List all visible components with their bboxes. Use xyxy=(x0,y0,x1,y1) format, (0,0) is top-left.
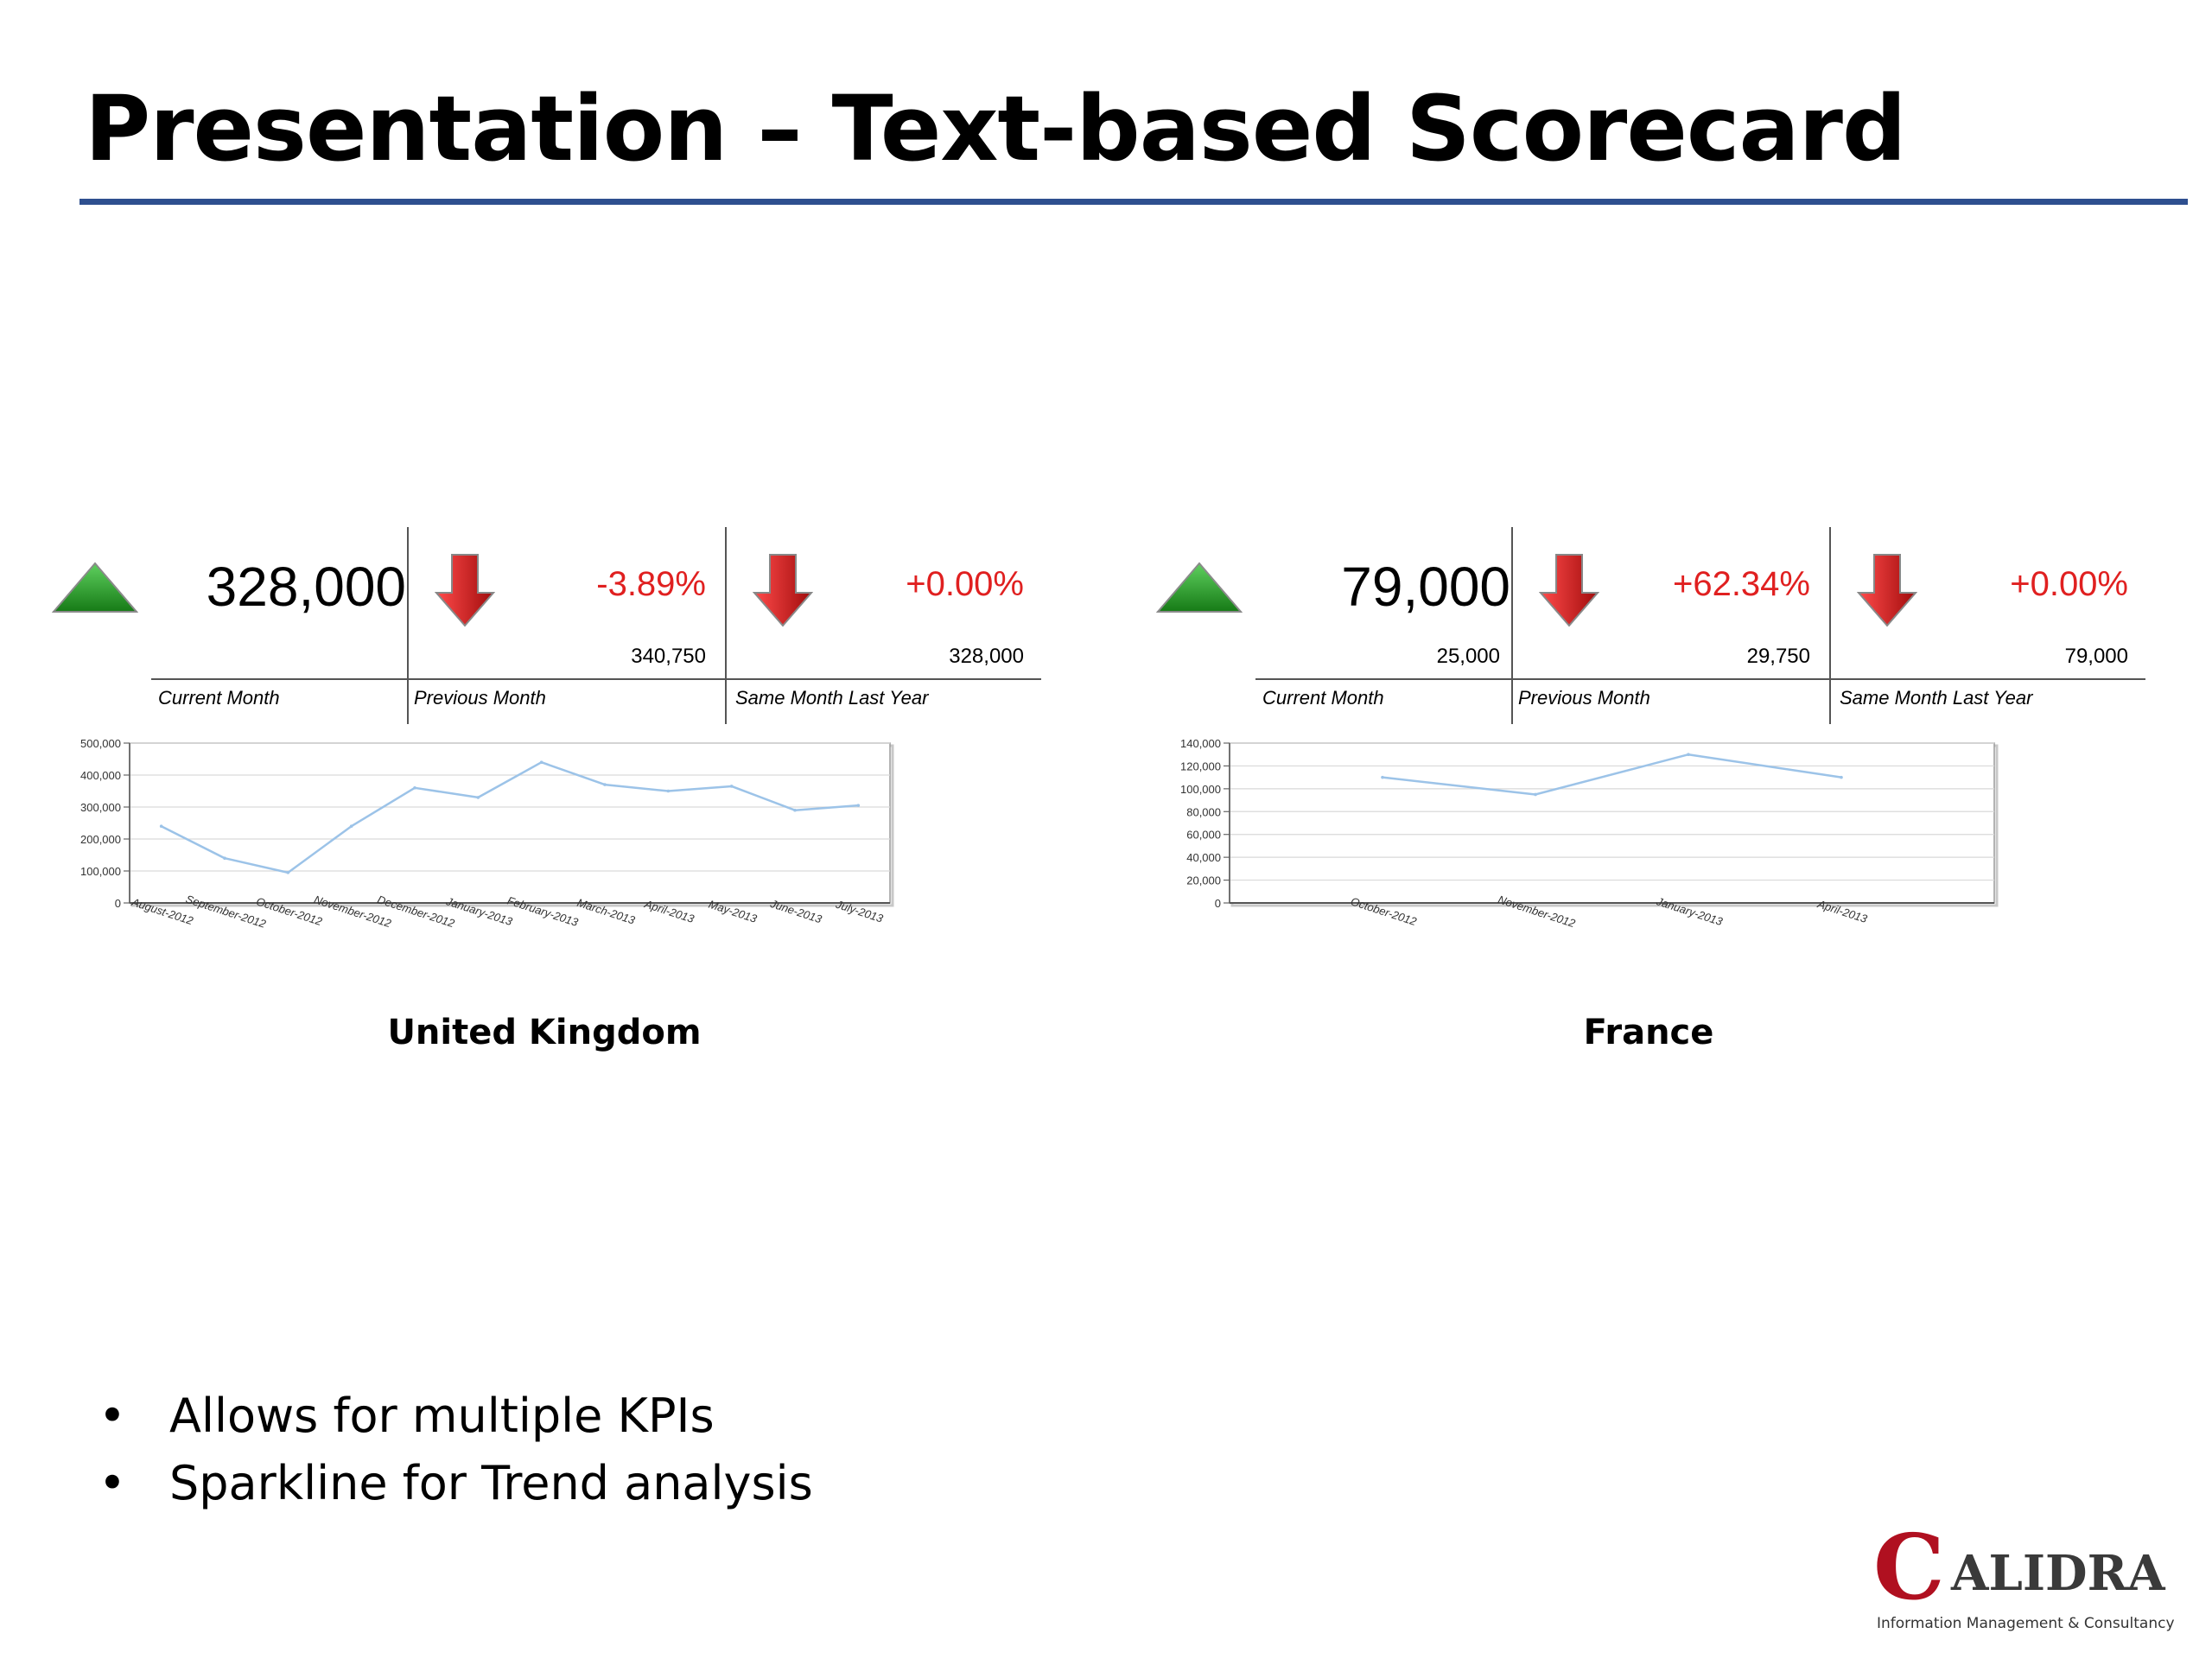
slide-title: Presentation – Text-based Scorecard xyxy=(85,76,1906,181)
y-tick-label: 140,000 xyxy=(1180,737,1221,750)
data-point xyxy=(223,856,226,860)
y-tick-label: 40,000 xyxy=(1186,851,1221,864)
data-point xyxy=(159,824,163,828)
data-point xyxy=(286,871,290,874)
y-tick-label: 20,000 xyxy=(1186,874,1221,887)
bullet-item: • Sparkline for Trend analysis xyxy=(95,1450,813,1517)
down-arrow-icon xyxy=(753,554,813,627)
plot-area xyxy=(1229,742,1995,904)
last-year-percent: +0.00% xyxy=(906,565,1024,603)
y-tick-label: 200,000 xyxy=(80,833,121,846)
calidra-logo: C ALIDRA Information Management & Consul… xyxy=(1873,1519,2175,1632)
bullet-marker: • xyxy=(99,1389,126,1443)
last-year-label: Same Month Last Year xyxy=(735,687,929,709)
bullet-item: • Allows for multiple KPIs xyxy=(95,1382,813,1450)
previous-month-percent: +62.34% xyxy=(1672,565,1810,603)
bullet-text: Sparkline for Trend analysis xyxy=(169,1456,813,1510)
data-point xyxy=(413,786,416,790)
previous-month-percent: -3.89% xyxy=(596,565,706,603)
y-tick-label: 0 xyxy=(115,897,121,910)
logo-wordmark: ALIDRA xyxy=(1950,1545,2166,1602)
y-tick-label: 0 xyxy=(1215,897,1221,910)
bullet-text: Allows for multiple KPIs xyxy=(169,1389,715,1443)
scorecard-france: 79,000 25,000 Current Month +62.34% 29,7… xyxy=(1147,527,2210,1080)
y-tick-label: 60,000 xyxy=(1186,829,1221,842)
down-arrow-icon xyxy=(1857,554,1917,627)
current-month-label: Current Month xyxy=(1262,687,1384,709)
scorecard-united-kingdom: 328,000 Current Month -3.89% 340,750 Pre… xyxy=(43,527,1106,1080)
chart-title: France xyxy=(1583,1013,1714,1052)
previous-month-value: 340,750 xyxy=(631,645,706,668)
plot-area xyxy=(129,742,891,904)
data-point xyxy=(1534,792,1537,797)
previous-month-label: Previous Month xyxy=(1518,687,1650,709)
y-tick-label: 500,000 xyxy=(80,737,121,750)
data-point xyxy=(476,796,480,799)
data-point xyxy=(1687,753,1690,757)
bullet-list: • Allows for multiple KPIs • Sparkline f… xyxy=(95,1382,813,1517)
down-arrow-icon xyxy=(1539,554,1599,627)
y-tick-label: 400,000 xyxy=(80,769,121,782)
same-month-last-year-cell: +0.00% 328,000 Same Month Last Year xyxy=(725,527,1043,724)
y-tick-label: 300,000 xyxy=(80,801,121,814)
current-month-cell: 328,000 Current Month xyxy=(151,527,406,724)
kpi-divider xyxy=(151,678,1041,680)
data-point xyxy=(793,808,797,812)
current-month-value: 79,000 xyxy=(1341,556,1510,618)
data-point xyxy=(539,760,543,764)
bullet-marker: • xyxy=(99,1456,126,1510)
data-point xyxy=(729,785,734,788)
previous-month-value: 29,750 xyxy=(1746,645,1810,668)
kpi-row: 328,000 Current Month -3.89% 340,750 Pre… xyxy=(43,527,1106,726)
data-point xyxy=(666,789,671,793)
y-tick-label: 80,000 xyxy=(1186,805,1221,818)
current-month-sub-value: 25,000 xyxy=(1436,645,1500,668)
series-line xyxy=(1382,753,1842,796)
data-point xyxy=(603,783,607,786)
y-tick-label: 120,000 xyxy=(1180,760,1221,772)
y-tick-label: 100,000 xyxy=(80,865,121,878)
previous-month-label: Previous Month xyxy=(414,687,546,709)
last-year-value: 328,000 xyxy=(949,645,1024,668)
y-tick-label: 100,000 xyxy=(1180,783,1221,796)
previous-month-cell: +62.34% 29,750 Previous Month xyxy=(1511,527,1829,724)
data-point xyxy=(1840,775,1843,779)
last-year-label: Same Month Last Year xyxy=(1840,687,2033,709)
kpi-divider xyxy=(1255,678,2145,680)
chart-title: United Kingdom xyxy=(387,1013,702,1052)
data-point xyxy=(856,804,861,807)
up-arrow-icon xyxy=(1156,562,1243,613)
same-month-last-year-cell: +0.00% 79,000 Same Month Last Year xyxy=(1829,527,2147,724)
logo-tagline: Information Management & Consultancy xyxy=(1877,1615,2175,1632)
data-point xyxy=(349,824,353,828)
current-month-cell: 79,000 25,000 Current Month xyxy=(1255,527,1510,724)
previous-month-cell: -3.89% 340,750 Previous Month xyxy=(407,527,725,724)
sparkline-chart-united-kingdom: 0100,000200,000300,000400,000500,000Augu… xyxy=(80,737,894,931)
current-month-value: 328,000 xyxy=(206,556,406,618)
logo-mark: C xyxy=(1873,1519,1945,1620)
up-arrow-icon xyxy=(52,562,138,613)
down-arrow-icon xyxy=(435,554,495,627)
series-line xyxy=(161,760,859,874)
data-point xyxy=(1381,775,1384,779)
sparkline-chart-france: 0 20,000 40,000 60,000 80,000 100,000 120,000 1… xyxy=(1180,737,1999,930)
kpi-row: 79,000 25,000 Current Month +62.34% 29,7… xyxy=(1147,527,2210,726)
last-year-percent: +0.00% xyxy=(2010,565,2128,603)
last-year-value: 79,000 xyxy=(2064,645,2128,668)
current-month-label: Current Month xyxy=(158,687,280,709)
title-underline xyxy=(79,199,2188,205)
